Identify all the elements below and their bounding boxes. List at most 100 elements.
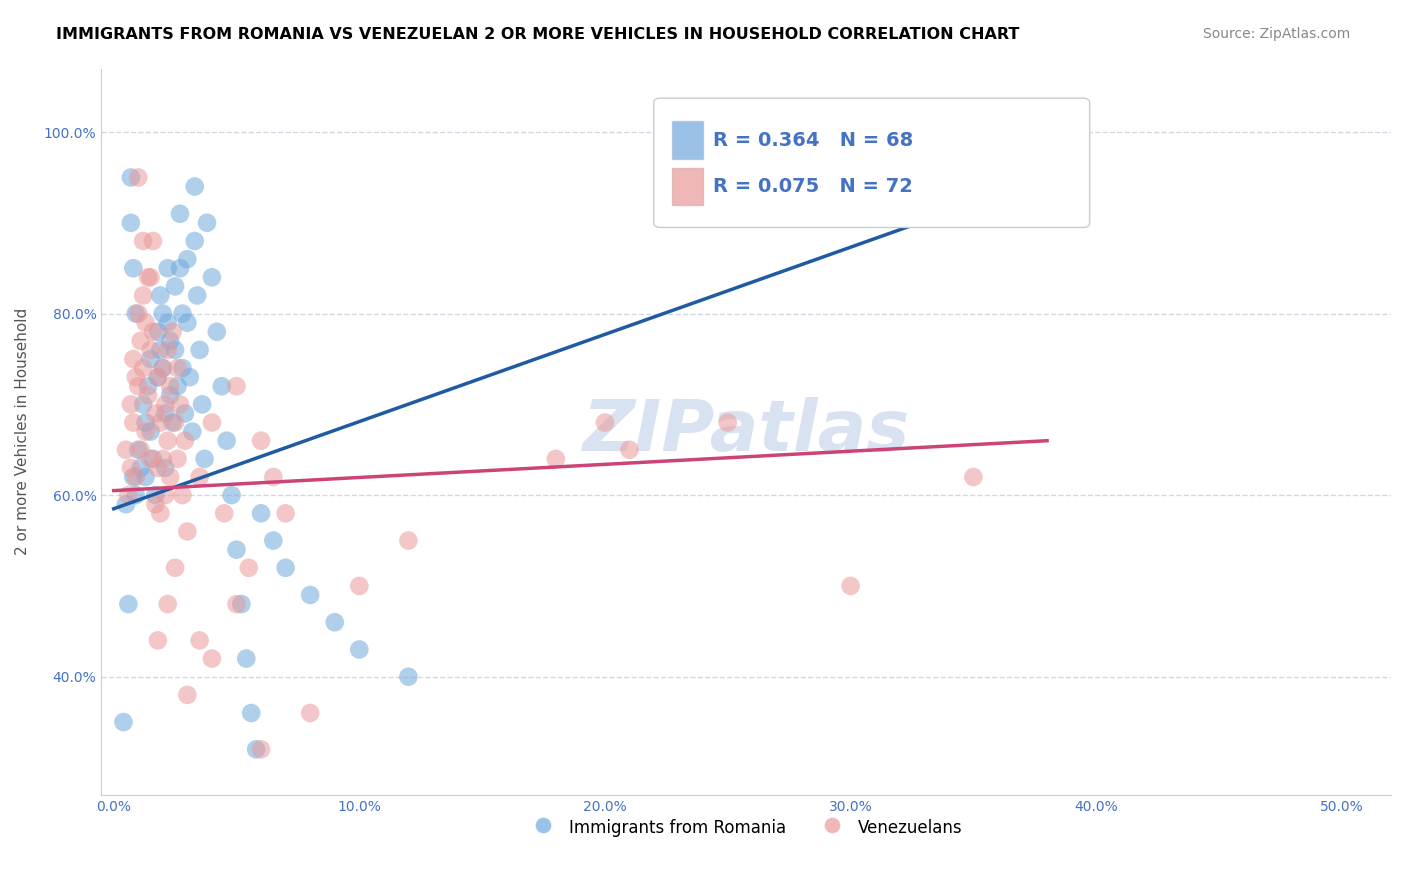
Point [166, 451, 188, 466]
Point [145, 488, 167, 502]
Legend: Immigrants from Romania, Venezuelans: Immigrants from Romania, Venezuelans [523, 811, 969, 845]
Point [240, 706, 263, 720]
Point [149, 343, 172, 357]
Point [225, 379, 247, 393]
Point [299, 588, 322, 602]
Point [122, 351, 145, 366]
Point [162, 416, 184, 430]
Point [146, 633, 169, 648]
Point [149, 506, 172, 520]
Point [135, 416, 157, 430]
Point [155, 488, 177, 502]
Point [188, 633, 211, 648]
Point [156, 343, 179, 357]
Point [159, 388, 181, 402]
Point [169, 397, 191, 411]
Point [165, 561, 187, 575]
Point [262, 470, 284, 484]
Point [146, 325, 169, 339]
Point [212, 506, 235, 520]
Point [166, 379, 188, 393]
Point [156, 316, 179, 330]
Point [135, 470, 157, 484]
Point [188, 343, 211, 357]
Point [125, 488, 148, 502]
Point [156, 261, 179, 276]
Point [349, 579, 371, 593]
Point [142, 325, 165, 339]
Point [142, 451, 165, 466]
Point [127, 170, 149, 185]
Point [183, 234, 205, 248]
Point [176, 524, 198, 539]
Point [179, 370, 201, 384]
Point [250, 434, 273, 448]
Point [201, 651, 224, 665]
Point [155, 461, 177, 475]
Text: Source: ZipAtlas.com: Source: ZipAtlas.com [1202, 27, 1350, 41]
Point [125, 370, 148, 384]
Point [839, 579, 862, 593]
Point [156, 434, 179, 448]
Point [129, 461, 152, 475]
Point [115, 442, 138, 457]
Point [299, 706, 322, 720]
Point [146, 370, 169, 384]
Point [159, 379, 181, 393]
Point [195, 216, 218, 230]
Point [201, 416, 224, 430]
Point [176, 688, 198, 702]
Point [155, 397, 177, 411]
Point [544, 451, 567, 466]
Point [165, 416, 187, 430]
Point [188, 470, 211, 484]
Point [349, 642, 371, 657]
Point [262, 533, 284, 548]
Point [396, 533, 419, 548]
Point [149, 416, 172, 430]
Point [225, 542, 247, 557]
Point [174, 407, 197, 421]
Point [127, 379, 149, 393]
Point [120, 170, 142, 185]
Point [125, 307, 148, 321]
Point [120, 397, 142, 411]
Point [231, 597, 253, 611]
Point [146, 461, 169, 475]
Point [122, 470, 145, 484]
Point [156, 597, 179, 611]
Point [225, 597, 247, 611]
Point [186, 288, 208, 302]
Point [145, 407, 167, 421]
Point [120, 216, 142, 230]
Point [176, 316, 198, 330]
Point [396, 670, 419, 684]
Point [250, 506, 273, 520]
Point [159, 334, 181, 348]
Point [165, 343, 187, 357]
Point [149, 288, 172, 302]
Text: IMMIGRANTS FROM ROMANIA VS VENEZUELAN 2 OR MORE VEHICLES IN HOUSEHOLD CORRELATIO: IMMIGRANTS FROM ROMANIA VS VENEZUELAN 2 … [56, 27, 1019, 42]
Point [132, 234, 155, 248]
Y-axis label: 2 or more Vehicles in Household: 2 or more Vehicles in Household [15, 308, 30, 555]
Point [117, 488, 139, 502]
Point [323, 615, 346, 630]
Point [125, 470, 148, 484]
Point [136, 270, 159, 285]
Point [136, 379, 159, 393]
Point [962, 470, 984, 484]
Point [221, 488, 243, 502]
Point [205, 325, 228, 339]
Point [120, 461, 142, 475]
Text: R = 0.075   N = 72: R = 0.075 N = 72 [713, 177, 912, 196]
Point [183, 179, 205, 194]
Point [250, 742, 273, 756]
Point [238, 561, 260, 575]
Point [152, 307, 174, 321]
Point [135, 425, 157, 439]
Point [176, 252, 198, 267]
Point [211, 379, 233, 393]
Point [152, 361, 174, 376]
Point [152, 451, 174, 466]
Point [127, 442, 149, 457]
